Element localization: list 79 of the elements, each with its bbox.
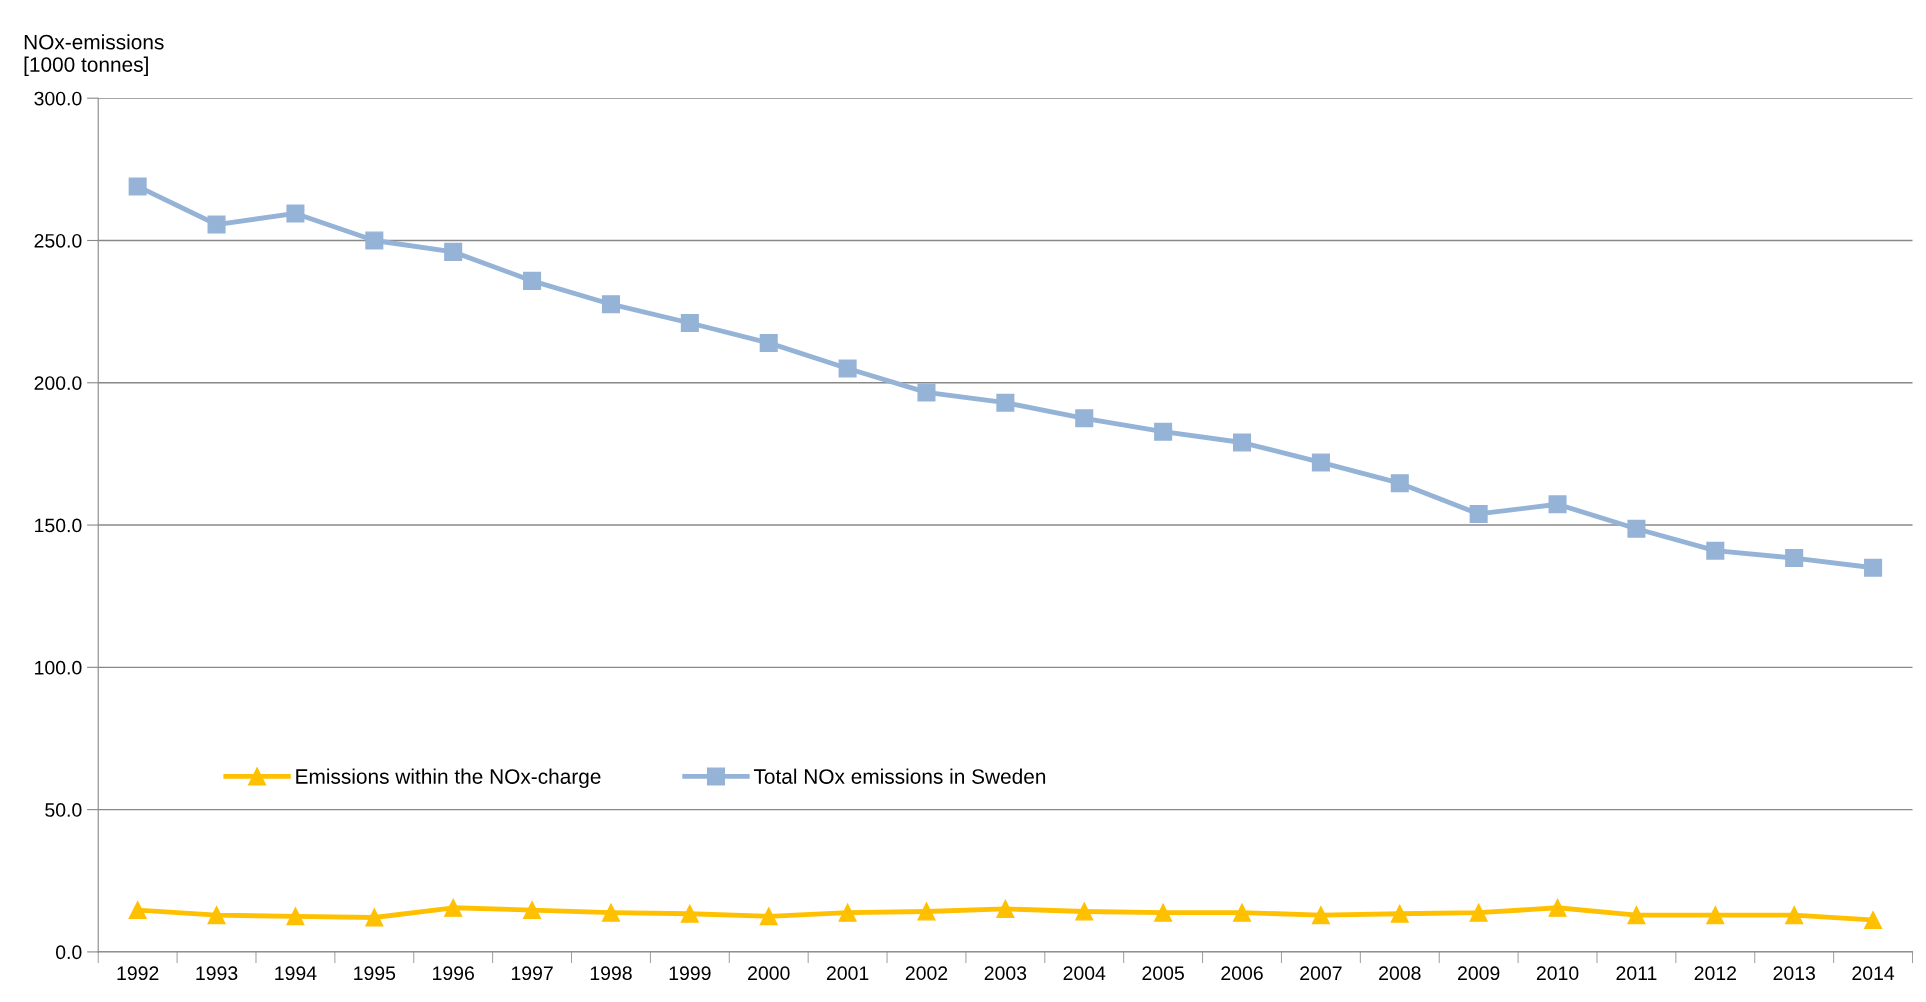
- point: [1390, 474, 1409, 493]
- point: [1469, 504, 1488, 523]
- x-tick-label: 1999: [669, 966, 711, 981]
- y-tick-label: 0.0: [55, 945, 82, 960]
- y-tick-label: 50.0: [45, 803, 82, 817]
- point: [444, 898, 463, 917]
- y-tick-label: 100.0: [35, 660, 82, 675]
- x-tick-label: 2008: [1379, 966, 1421, 981]
- y-axis-title: NOx-emissions [1000 tonnes]: [24, 34, 164, 77]
- x-tick-label: 2002: [905, 966, 948, 981]
- point: [917, 383, 936, 402]
- x-tick-label: 1996: [433, 966, 474, 981]
- point: [759, 333, 778, 352]
- point: [444, 242, 463, 261]
- legend-label: Emissions within the NOx-charge: [296, 768, 601, 789]
- y-tick-label: 150.0: [35, 518, 82, 533]
- point: [286, 907, 305, 926]
- point: [1075, 409, 1094, 428]
- point: [128, 901, 147, 920]
- point: [207, 215, 226, 234]
- x-tick-label: 1993: [196, 966, 238, 981]
- point: [1469, 903, 1488, 922]
- point: [1232, 903, 1252, 922]
- x-tick-label: 2011: [1616, 966, 1657, 981]
- x-tick-label: 2005: [1142, 966, 1184, 981]
- point: [1706, 541, 1725, 560]
- point: [1154, 422, 1173, 441]
- x-tick-label: 2007: [1300, 966, 1342, 981]
- point: [601, 295, 620, 314]
- point: [759, 907, 778, 926]
- point: [996, 899, 1015, 918]
- point: [365, 231, 384, 250]
- point: [917, 902, 936, 921]
- x-tick-label: 2014: [1852, 966, 1895, 981]
- x-tick-label: 1998: [590, 966, 632, 981]
- x-tick-label: 2010: [1536, 966, 1579, 981]
- x-tick-label: 1994: [275, 966, 317, 981]
- point: [1548, 495, 1567, 514]
- point: [1627, 519, 1646, 538]
- y-tick-label: 200.0: [34, 376, 82, 390]
- point: [1154, 903, 1173, 922]
- legend-label: Total NOx emissions in Sweden: [753, 768, 1046, 784]
- point: [207, 906, 226, 925]
- x-tick-label: 2013: [1773, 966, 1815, 981]
- point: [286, 204, 305, 223]
- x-tick-label: 1992: [117, 966, 159, 981]
- x-tick-label: 2012: [1694, 966, 1736, 981]
- point: [680, 904, 699, 923]
- point: [601, 903, 620, 922]
- x-tick-label: 2000: [748, 966, 790, 981]
- point: [1311, 453, 1330, 472]
- point: [128, 177, 147, 196]
- point: [1785, 906, 1804, 925]
- point: [838, 903, 857, 922]
- point: [1864, 558, 1883, 577]
- x-tick-label: 2009: [1458, 966, 1500, 981]
- x-tick-label: 1997: [511, 966, 553, 981]
- y-tick-label: 300.0: [34, 91, 82, 106]
- point: [1311, 906, 1330, 925]
- point: [1627, 906, 1646, 925]
- point: [523, 901, 542, 920]
- point: [1548, 898, 1567, 917]
- point: [680, 313, 699, 333]
- point: [1706, 906, 1725, 925]
- point: [365, 908, 384, 927]
- x-tick-label: 2006: [1221, 966, 1263, 981]
- x-tick-label: 1995: [354, 966, 396, 981]
- x-tick-label: 2001: [826, 966, 869, 981]
- x-tick-label: 2003: [984, 966, 1027, 981]
- point: [838, 359, 857, 378]
- point: [523, 271, 542, 290]
- point: [1390, 904, 1409, 923]
- y-tick-label: 250.0: [34, 233, 82, 248]
- point: [1864, 910, 1883, 930]
- point: [1785, 549, 1804, 568]
- point: [996, 393, 1015, 412]
- x-tick-label: 2004: [1063, 966, 1106, 981]
- point: [1075, 902, 1094, 921]
- point: [1232, 433, 1252, 452]
